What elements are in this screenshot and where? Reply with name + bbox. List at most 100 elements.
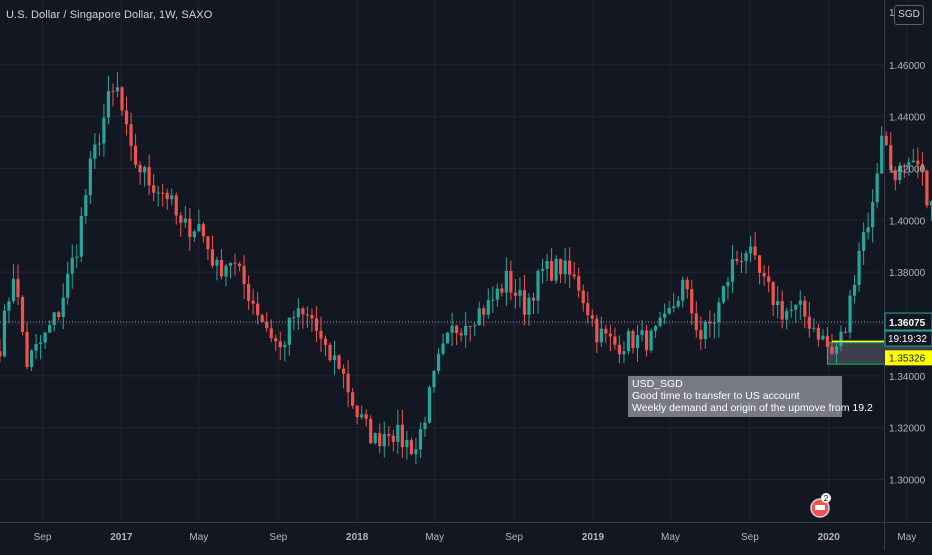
candle [61, 283, 65, 330]
x-tick-label: May [189, 532, 208, 543]
candle-body [468, 325, 472, 327]
candle [57, 310, 61, 321]
candle [278, 331, 282, 360]
candle-body [902, 165, 906, 167]
candle [25, 322, 29, 370]
candle [138, 161, 142, 185]
candle-body [848, 295, 852, 333]
candle-body [233, 262, 237, 264]
candle [830, 333, 834, 355]
candle-body [215, 260, 219, 266]
candle-body [364, 414, 368, 419]
candle [292, 310, 296, 331]
candle-body [373, 433, 377, 444]
candle-body [839, 331, 843, 347]
candle [735, 250, 739, 265]
candle [866, 212, 870, 240]
candle [925, 169, 929, 209]
candle-body [767, 276, 771, 282]
candle [803, 295, 807, 329]
candle [115, 72, 120, 98]
candle [355, 405, 359, 425]
candle [504, 257, 508, 307]
candle [409, 437, 414, 456]
last-price-text: 1.36075 [889, 318, 926, 329]
candle-body [283, 344, 287, 348]
candle [536, 268, 540, 314]
x-tick-label: 2020 [818, 532, 841, 543]
candle-body [337, 355, 341, 369]
candle-body [161, 192, 165, 194]
candle [780, 290, 784, 329]
candle-body [414, 449, 418, 455]
candle-body [66, 273, 70, 298]
candle-body [830, 346, 834, 354]
candle [396, 409, 400, 454]
candle [721, 285, 726, 304]
candle-body [843, 331, 848, 333]
candle [690, 280, 694, 326]
candle-body [690, 289, 694, 314]
candle [464, 311, 468, 348]
candle-body [563, 260, 567, 275]
last-price-label: 1.36075 [884, 312, 932, 331]
candle-body [147, 167, 151, 186]
candle-body [825, 335, 830, 347]
candle-body [16, 278, 20, 298]
y-tick-label: 1 [889, 8, 895, 19]
candle [640, 320, 644, 342]
marked-price-bg [885, 350, 932, 366]
candle [305, 306, 310, 328]
candle [893, 166, 897, 191]
candle-body [473, 325, 477, 327]
candle-body [237, 263, 242, 267]
candle [491, 286, 495, 313]
candle [432, 369, 436, 393]
candle-body [884, 135, 888, 146]
candle [0, 339, 2, 363]
candle-body [247, 284, 251, 301]
candle-body [427, 387, 432, 423]
candle-body [423, 422, 427, 430]
y-tick-label: 1.40000 [889, 216, 926, 227]
candle [667, 300, 671, 315]
candle [405, 430, 409, 460]
candle-body [174, 195, 178, 216]
candle-body [509, 271, 513, 293]
candle [617, 335, 622, 364]
currency-badge[interactable]: SGD [894, 5, 924, 25]
candle-body [464, 325, 468, 336]
candle [767, 265, 771, 293]
candle-body [314, 318, 319, 331]
annotation-line: USD_SGD [632, 378, 683, 390]
candle [776, 285, 780, 319]
candle-body [862, 232, 866, 251]
candle [699, 316, 703, 350]
candle-body [106, 91, 111, 118]
candles [0, 72, 932, 465]
candle [378, 423, 382, 454]
candle [798, 290, 802, 320]
candle-body [57, 312, 61, 318]
candle [418, 422, 423, 458]
candle-body [432, 370, 436, 388]
candle [287, 317, 291, 356]
candle-body [88, 158, 92, 196]
candle [147, 154, 151, 196]
annotation-note[interactable]: USD_SGD Good time to transfer to US acco… [628, 376, 873, 417]
candle [188, 207, 192, 251]
candle [179, 211, 183, 237]
candle [559, 258, 563, 284]
candle [622, 341, 626, 364]
candle [373, 432, 377, 445]
candle-body [916, 160, 920, 165]
candle [400, 409, 404, 459]
candle [568, 247, 572, 288]
candle [540, 258, 545, 284]
candle-body [79, 216, 83, 257]
candle [857, 242, 861, 292]
candle [427, 385, 432, 424]
candle-body [111, 91, 115, 93]
